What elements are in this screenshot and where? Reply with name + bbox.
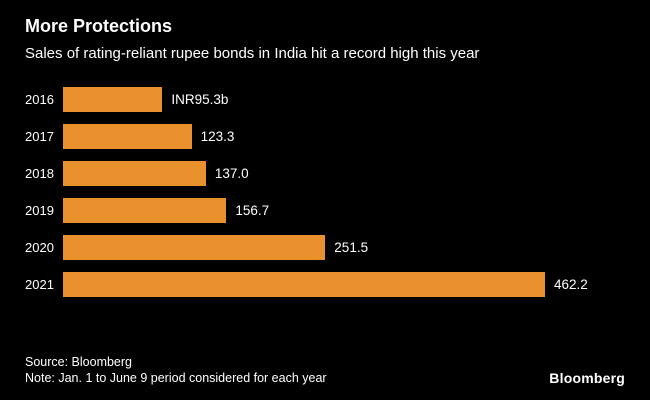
bar-row: 2018 137.0 xyxy=(25,161,650,187)
year-label: 2019 xyxy=(25,203,54,219)
bloomberg-logo: Bloomberg xyxy=(549,370,625,386)
value-label: INR95.3b xyxy=(171,92,229,108)
bar-row: 2021 462.2 xyxy=(25,272,650,298)
year-label: 2020 xyxy=(25,240,54,256)
bar xyxy=(63,272,545,298)
value-label: 123.3 xyxy=(200,129,235,145)
year-label: 2018 xyxy=(25,166,54,182)
chart-footer: Source: Bloomberg Note: Jan. 1 to June 9… xyxy=(25,354,327,387)
bar-row: 2016 INR95.3b xyxy=(25,87,650,113)
chart-header: More Protections Sales of rating-reliant… xyxy=(0,0,650,63)
bar-row: 2017 123.3 xyxy=(25,124,650,150)
value-label: 462.2 xyxy=(554,277,588,293)
year-label: 2016 xyxy=(25,92,54,108)
value-label: 137.0 xyxy=(214,166,249,182)
bar xyxy=(63,87,163,113)
bar xyxy=(63,235,326,261)
bar xyxy=(63,161,206,187)
note-text: Note: Jan. 1 to June 9 period considered… xyxy=(25,370,327,385)
year-label: 2017 xyxy=(25,129,54,145)
chart-subtitle: Sales of rating-reliant rupee bonds in I… xyxy=(25,44,480,62)
chart-title: More Protections xyxy=(25,16,173,36)
bar-row: 2019 156.7 xyxy=(25,198,650,224)
source-text: Source: Bloomberg xyxy=(25,354,133,369)
bar-chart: 2016 INR95.3b 2017 123.3 2018 137.0 2019 156.7 2… xyxy=(25,87,650,298)
bar xyxy=(63,198,227,224)
year-label: 2021 xyxy=(25,277,54,293)
bar-row: 2020 251.5 xyxy=(25,235,650,261)
bar xyxy=(63,124,192,150)
value-label: 251.5 xyxy=(334,240,369,256)
value-label: 156.7 xyxy=(235,203,270,219)
